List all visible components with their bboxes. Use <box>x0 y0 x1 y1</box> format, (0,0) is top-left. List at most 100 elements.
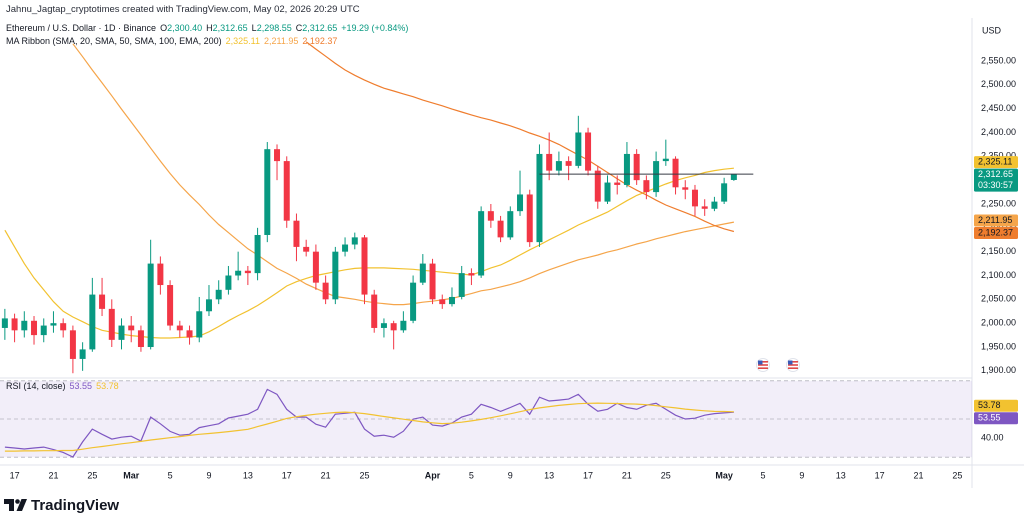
x-tick-label: 13 <box>243 470 253 480</box>
x-tick-label: 25 <box>359 470 369 480</box>
y-tick-label: 1,950.00 <box>981 341 1016 351</box>
x-tick-label: 5 <box>168 470 173 480</box>
candle-body <box>371 294 378 328</box>
candle-body <box>691 189 698 207</box>
x-tick-label: 25 <box>87 470 97 480</box>
candle-body <box>264 149 271 235</box>
candle-body <box>196 311 203 338</box>
ma-value: 2,325.11 <box>225 36 260 46</box>
axis-value-label: 53.78 <box>978 400 1001 410</box>
candle-body <box>40 325 47 336</box>
candle-body <box>303 246 310 252</box>
y-tick-label: 2,250.00 <box>981 198 1016 208</box>
candle-body <box>157 263 164 286</box>
ma-line <box>72 43 735 306</box>
candle-body <box>21 320 28 331</box>
candle-body <box>711 201 718 209</box>
rsi-pane <box>0 380 972 458</box>
candle-body <box>468 273 475 276</box>
ohlc-value: 2,312.65 <box>302 23 338 33</box>
candle-body <box>458 273 465 297</box>
candle-body <box>99 294 106 309</box>
y-tick-label: 1,900.00 <box>981 365 1016 375</box>
candle-body <box>730 174 737 180</box>
candle-body <box>526 194 533 243</box>
ma-line <box>4 167 734 339</box>
candle-body <box>614 182 621 185</box>
x-tick-label: 21 <box>321 470 331 480</box>
candle-body <box>682 187 689 190</box>
candle-body <box>186 330 193 338</box>
logo-icon <box>4 499 27 511</box>
rsi-value: 53.55 <box>69 381 93 391</box>
candle-body <box>361 237 368 295</box>
y-tick-label: 2,550.00 <box>981 55 1016 65</box>
x-tick-label: Mar <box>123 470 140 480</box>
x-tick-label: 9 <box>508 470 513 480</box>
candle-body <box>575 132 582 166</box>
candle-body <box>274 149 281 162</box>
event-flag <box>786 358 800 372</box>
ohlc-key: L <box>251 23 257 33</box>
candle-body <box>322 282 329 300</box>
y-tick-label: 2,050.00 <box>981 294 1016 304</box>
candle-body <box>137 330 144 348</box>
axis-value-label: 53.55 <box>978 413 1001 423</box>
candle-body <box>400 320 407 331</box>
candle-body <box>536 153 543 243</box>
x-tick-label: 9 <box>799 470 804 480</box>
candle-body <box>1 318 8 328</box>
price-pane <box>1 41 737 374</box>
x-tick-label: 25 <box>952 470 962 480</box>
candle-body <box>517 194 524 212</box>
ma-value: 2,211.95 <box>263 36 299 46</box>
candle-body <box>108 308 115 340</box>
header-title: Jahnu_Jagtap_cryptotimes created with Tr… <box>6 4 360 15</box>
x-tick-label: May <box>715 470 733 480</box>
candle-body <box>429 263 436 300</box>
candle-body <box>419 263 426 283</box>
ohlc-key: O <box>160 23 168 33</box>
candle-body <box>254 234 261 274</box>
x-tick-label: 13 <box>836 470 846 480</box>
candle-body <box>585 132 592 171</box>
candle-body <box>643 180 650 193</box>
candle-body <box>351 237 358 245</box>
candle-body <box>147 263 154 348</box>
axis-value-box <box>974 227 1018 240</box>
brand: TradingView <box>31 497 119 514</box>
x-tick-label: 17 <box>282 470 292 480</box>
candle-body <box>244 270 251 274</box>
rsi-line <box>4 402 734 452</box>
axis-value-box <box>974 412 1018 425</box>
candle-body <box>487 211 494 221</box>
axis-value-label: 2,192.37 <box>978 227 1013 237</box>
candle-body <box>50 323 57 326</box>
candle-body <box>380 323 387 328</box>
ma-line <box>305 41 735 233</box>
candle-body <box>410 282 417 321</box>
ma-legend: MA Ribbon (SMA, 20, SMA, 50, SMA, 100, E… <box>6 36 341 46</box>
candle-body <box>89 294 96 350</box>
candle-body <box>555 161 562 171</box>
ohlc-value: 2,300.40 <box>167 23 203 33</box>
ohlc-key: C <box>295 23 303 33</box>
candle-body <box>604 182 611 202</box>
candle-body <box>662 158 669 162</box>
y-tick-label: 2,100.00 <box>981 270 1016 280</box>
x-tick-label: 17 <box>875 470 885 480</box>
candle-body <box>497 220 504 238</box>
x-tick-label: Apr <box>425 470 441 480</box>
axis-value-box <box>974 168 1018 192</box>
candle-body <box>672 158 679 188</box>
symbol: Ethereum / U.S. Dollar · 1D · Binance <box>6 23 157 33</box>
symbol-legend: Ethereum / U.S. Dollar · 1D · Binance O2,… <box>6 23 412 33</box>
y-tick-label: 2,000.00 <box>981 318 1016 328</box>
candle-body <box>565 161 572 166</box>
candle-body <box>205 299 212 312</box>
candle-body <box>701 206 708 209</box>
axis-value-box <box>974 399 1018 412</box>
axis-value-box <box>974 214 1018 227</box>
